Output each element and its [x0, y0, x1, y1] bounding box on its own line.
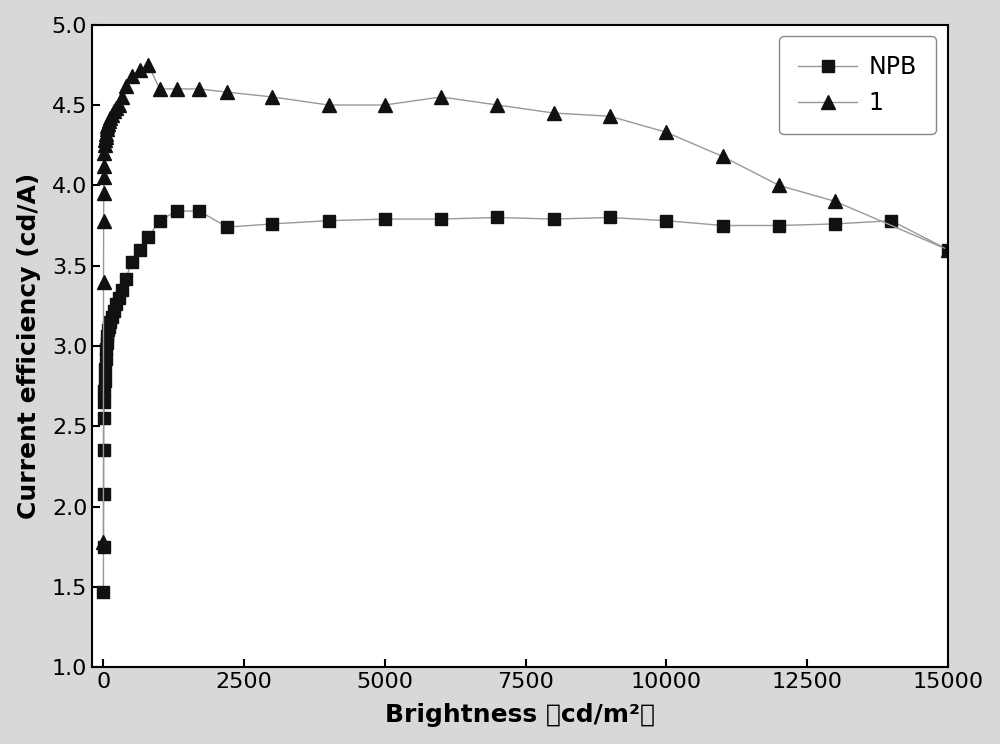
1: [942, 245, 954, 254]
NPB: [379, 214, 391, 223]
1: [99, 141, 111, 150]
NPB: [660, 217, 672, 225]
1: [108, 107, 120, 116]
NPB: [134, 245, 146, 254]
NPB: [99, 377, 111, 386]
1: [154, 85, 166, 94]
NPB: [491, 213, 503, 222]
1: [104, 113, 116, 122]
1: [193, 85, 205, 94]
1: [101, 121, 113, 130]
NPB: [99, 364, 111, 373]
NPB: [942, 245, 954, 254]
1: [98, 278, 110, 286]
NPB: [266, 219, 278, 228]
NPB: [101, 339, 113, 347]
NPB: [108, 307, 120, 315]
NPB: [98, 490, 110, 498]
NPB: [221, 222, 233, 231]
X-axis label: Brightness （cd/m²）: Brightness （cd/m²）: [385, 703, 655, 728]
1: [101, 125, 113, 134]
1: [548, 109, 560, 118]
1: [435, 92, 447, 101]
1: [171, 85, 183, 94]
NPB: [773, 221, 785, 230]
1: [491, 100, 503, 109]
1: [97, 538, 109, 547]
1: [99, 136, 111, 145]
NPB: [102, 325, 114, 334]
1: [98, 161, 110, 170]
Line: 1: 1: [96, 58, 955, 549]
Y-axis label: Current efficiency (cd/A): Current efficiency (cd/A): [17, 173, 41, 519]
1: [98, 149, 110, 158]
NPB: [100, 344, 112, 353]
1: [116, 92, 128, 101]
1: [126, 71, 138, 80]
NPB: [104, 318, 116, 327]
NPB: [103, 322, 115, 331]
NPB: [548, 214, 560, 223]
NPB: [829, 219, 841, 228]
1: [98, 189, 110, 198]
NPB: [98, 542, 110, 551]
1: [100, 132, 112, 141]
Line: NPB: NPB: [98, 205, 953, 597]
NPB: [323, 217, 335, 225]
NPB: [98, 446, 110, 455]
1: [120, 81, 132, 90]
NPB: [98, 398, 110, 407]
1: [604, 112, 616, 121]
1: [142, 60, 154, 69]
1: [829, 197, 841, 206]
1: [106, 110, 118, 119]
NPB: [126, 258, 138, 267]
1: [221, 88, 233, 97]
1: [717, 152, 729, 161]
1: [110, 103, 122, 112]
NPB: [106, 312, 118, 321]
NPB: [435, 214, 447, 223]
1: [266, 92, 278, 101]
NPB: [97, 587, 109, 596]
NPB: [885, 217, 897, 225]
NPB: [113, 293, 125, 302]
1: [98, 173, 110, 182]
1: [660, 128, 672, 137]
NPB: [120, 274, 132, 283]
NPB: [100, 354, 112, 363]
1: [113, 100, 125, 109]
NPB: [101, 332, 113, 341]
NPB: [154, 217, 166, 225]
1: [379, 100, 391, 109]
Legend: NPB, 1: NPB, 1: [779, 36, 936, 134]
1: [98, 217, 110, 225]
NPB: [142, 232, 154, 241]
1: [773, 181, 785, 190]
NPB: [116, 285, 128, 294]
NPB: [98, 387, 110, 396]
1: [100, 129, 112, 138]
NPB: [171, 207, 183, 216]
NPB: [110, 300, 122, 309]
1: [102, 120, 114, 129]
NPB: [604, 213, 616, 222]
NPB: [193, 207, 205, 216]
1: [103, 117, 115, 126]
NPB: [98, 414, 110, 423]
1: [323, 100, 335, 109]
NPB: [717, 221, 729, 230]
1: [134, 65, 146, 74]
